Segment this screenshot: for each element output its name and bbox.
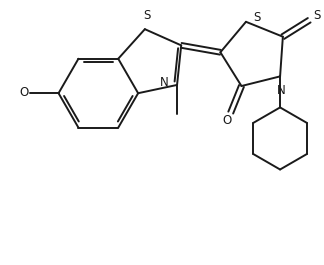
Text: O: O	[223, 114, 232, 127]
Text: S: S	[143, 10, 151, 23]
Text: N: N	[277, 83, 286, 96]
Text: O: O	[19, 86, 28, 99]
Text: S: S	[313, 9, 320, 22]
Text: N: N	[159, 76, 168, 90]
Text: S: S	[253, 11, 260, 24]
